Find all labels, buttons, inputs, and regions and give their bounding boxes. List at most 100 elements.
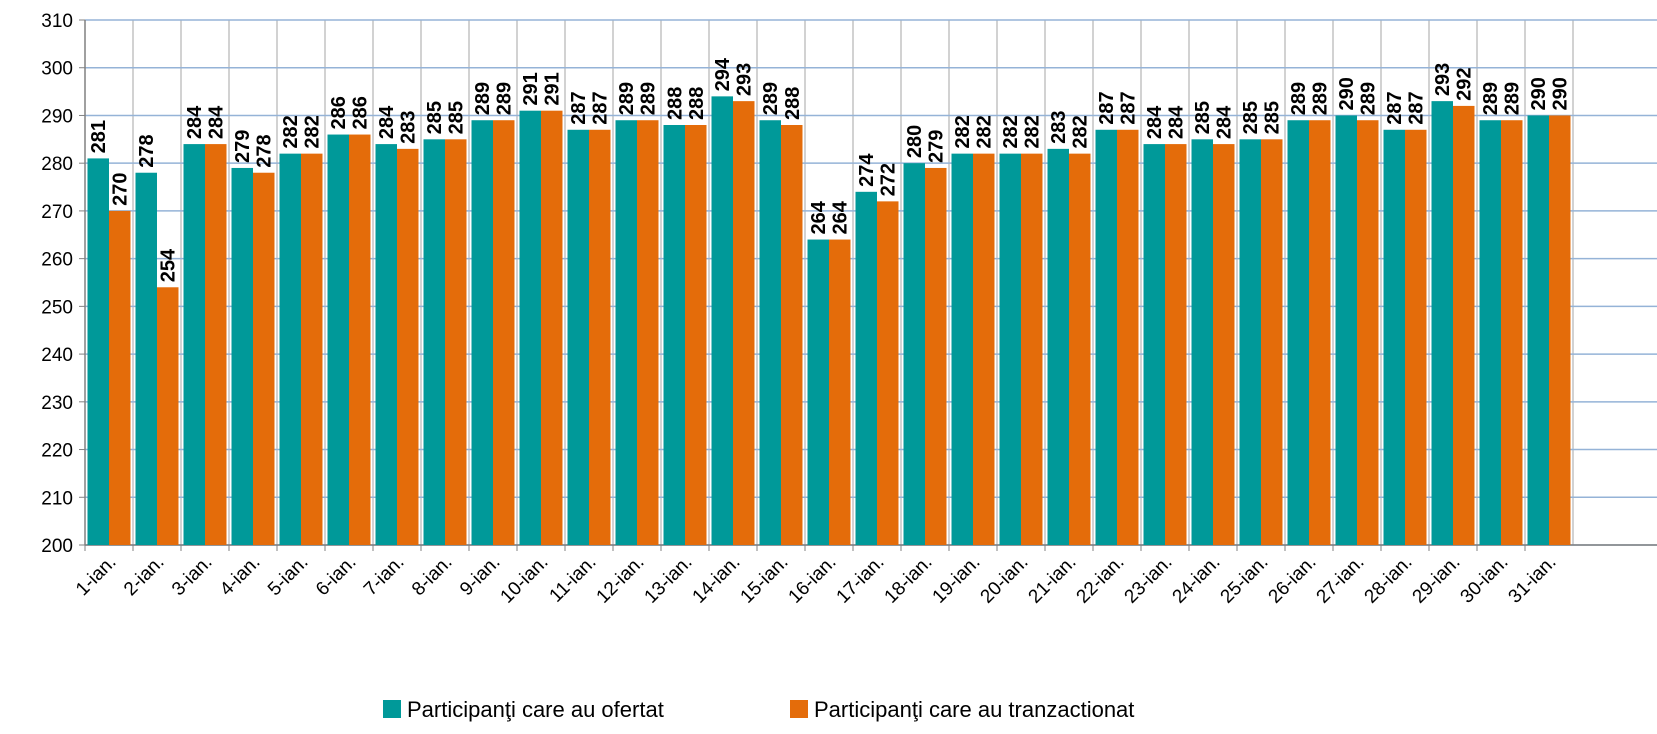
y-tick-label: 260	[41, 250, 73, 271]
value-label: 287	[1096, 91, 1118, 124]
value-label: 278	[254, 134, 276, 167]
y-tick-label: 230	[41, 393, 73, 414]
value-label: 285	[424, 101, 446, 134]
x-tick-label: 23-ian.	[1121, 552, 1177, 608]
value-label: 282	[1070, 115, 1092, 148]
x-tick-label: 19-ian.	[929, 552, 985, 608]
value-label: 284	[1144, 105, 1166, 139]
value-label: 274	[856, 153, 878, 187]
value-label: 293	[734, 63, 756, 96]
bar	[1309, 120, 1331, 546]
x-tick-label: 21-ian.	[1025, 552, 1081, 608]
bar	[877, 201, 899, 545]
y-tick-label: 210	[41, 488, 73, 509]
value-label: 285	[1192, 101, 1214, 134]
x-tick-label: 30-ian.	[1457, 552, 1513, 608]
bar	[493, 120, 515, 546]
x-tick-label: 28-ian.	[1361, 552, 1417, 608]
x-tick-label: 25-ian.	[1217, 552, 1273, 608]
bar	[1143, 144, 1165, 545]
bar	[205, 144, 227, 545]
bar	[685, 125, 707, 545]
bar	[1479, 120, 1501, 546]
value-label: 282	[302, 115, 324, 148]
bar	[253, 172, 275, 545]
x-tick-label: 1-ian.	[72, 552, 120, 600]
bar	[925, 167, 947, 546]
bar	[1213, 144, 1235, 545]
value-label: 287	[1384, 91, 1406, 124]
y-tick-label: 300	[41, 59, 73, 80]
value-label: 289	[1288, 82, 1310, 115]
value-label: 284	[1166, 105, 1188, 139]
legend-swatch	[383, 700, 401, 718]
value-label: 282	[280, 115, 302, 148]
bar	[1357, 120, 1379, 546]
value-label: 264	[830, 200, 852, 234]
value-label: 282	[974, 115, 996, 148]
legend-label: Participanţi care au ofertat	[407, 697, 664, 722]
bar	[589, 129, 611, 546]
bar	[973, 153, 995, 546]
bar	[349, 134, 371, 545]
value-label: 289	[1480, 82, 1502, 115]
bar	[397, 148, 419, 545]
bar	[279, 153, 301, 546]
value-label: 282	[952, 115, 974, 148]
x-tick-label: 14-ian.	[689, 552, 745, 608]
value-label: 289	[1310, 82, 1332, 115]
value-label: 289	[638, 82, 660, 115]
value-label: 291	[520, 72, 542, 105]
bar	[1165, 144, 1187, 545]
x-tick-label: 24-ian.	[1169, 552, 1225, 608]
bar	[87, 158, 109, 545]
bar	[1549, 115, 1571, 546]
bar	[637, 120, 659, 546]
y-tick-label: 290	[41, 106, 73, 127]
bar	[829, 239, 851, 545]
value-label: 289	[472, 82, 494, 115]
value-label: 287	[1118, 91, 1140, 124]
x-tick-label: 6-ian.	[312, 552, 360, 600]
value-label: 270	[110, 173, 132, 206]
bar	[1453, 105, 1475, 545]
y-tick-label: 200	[41, 536, 73, 557]
x-tick-label: 16-ian.	[785, 552, 841, 608]
value-label: 290	[1550, 77, 1572, 110]
bar	[781, 125, 803, 545]
value-label: 282	[1000, 115, 1022, 148]
value-label: 294	[712, 57, 734, 91]
bar	[1239, 139, 1261, 545]
bar	[1405, 129, 1427, 546]
bar	[663, 125, 685, 545]
bar	[1527, 115, 1549, 546]
x-tick-label: 8-ian.	[408, 552, 456, 600]
bar	[1021, 153, 1043, 546]
bar	[1383, 129, 1405, 546]
bar	[1501, 120, 1523, 546]
bar	[615, 120, 637, 546]
bar	[519, 110, 541, 545]
bar	[903, 163, 925, 545]
bar	[1047, 148, 1069, 545]
bar	[423, 139, 445, 545]
bar	[733, 101, 755, 546]
x-tick-label: 26-ian.	[1265, 552, 1321, 608]
bar	[109, 210, 131, 545]
value-label: 279	[926, 130, 948, 163]
value-label: 280	[904, 125, 926, 158]
bar	[471, 120, 493, 546]
x-tick-label: 27-ian.	[1313, 552, 1369, 608]
bar	[855, 191, 877, 545]
value-label: 289	[1502, 82, 1524, 115]
value-label: 288	[664, 87, 686, 120]
y-tick-label: 280	[41, 154, 73, 175]
x-tick-label: 10-ian.	[497, 552, 553, 608]
legend-swatch	[790, 700, 808, 718]
x-tick-label: 7-ian.	[360, 552, 408, 600]
bar	[231, 167, 253, 546]
bar	[759, 120, 781, 546]
value-label: 287	[568, 91, 590, 124]
value-label: 285	[446, 101, 468, 134]
x-tick-label: 13-ian.	[641, 552, 697, 608]
